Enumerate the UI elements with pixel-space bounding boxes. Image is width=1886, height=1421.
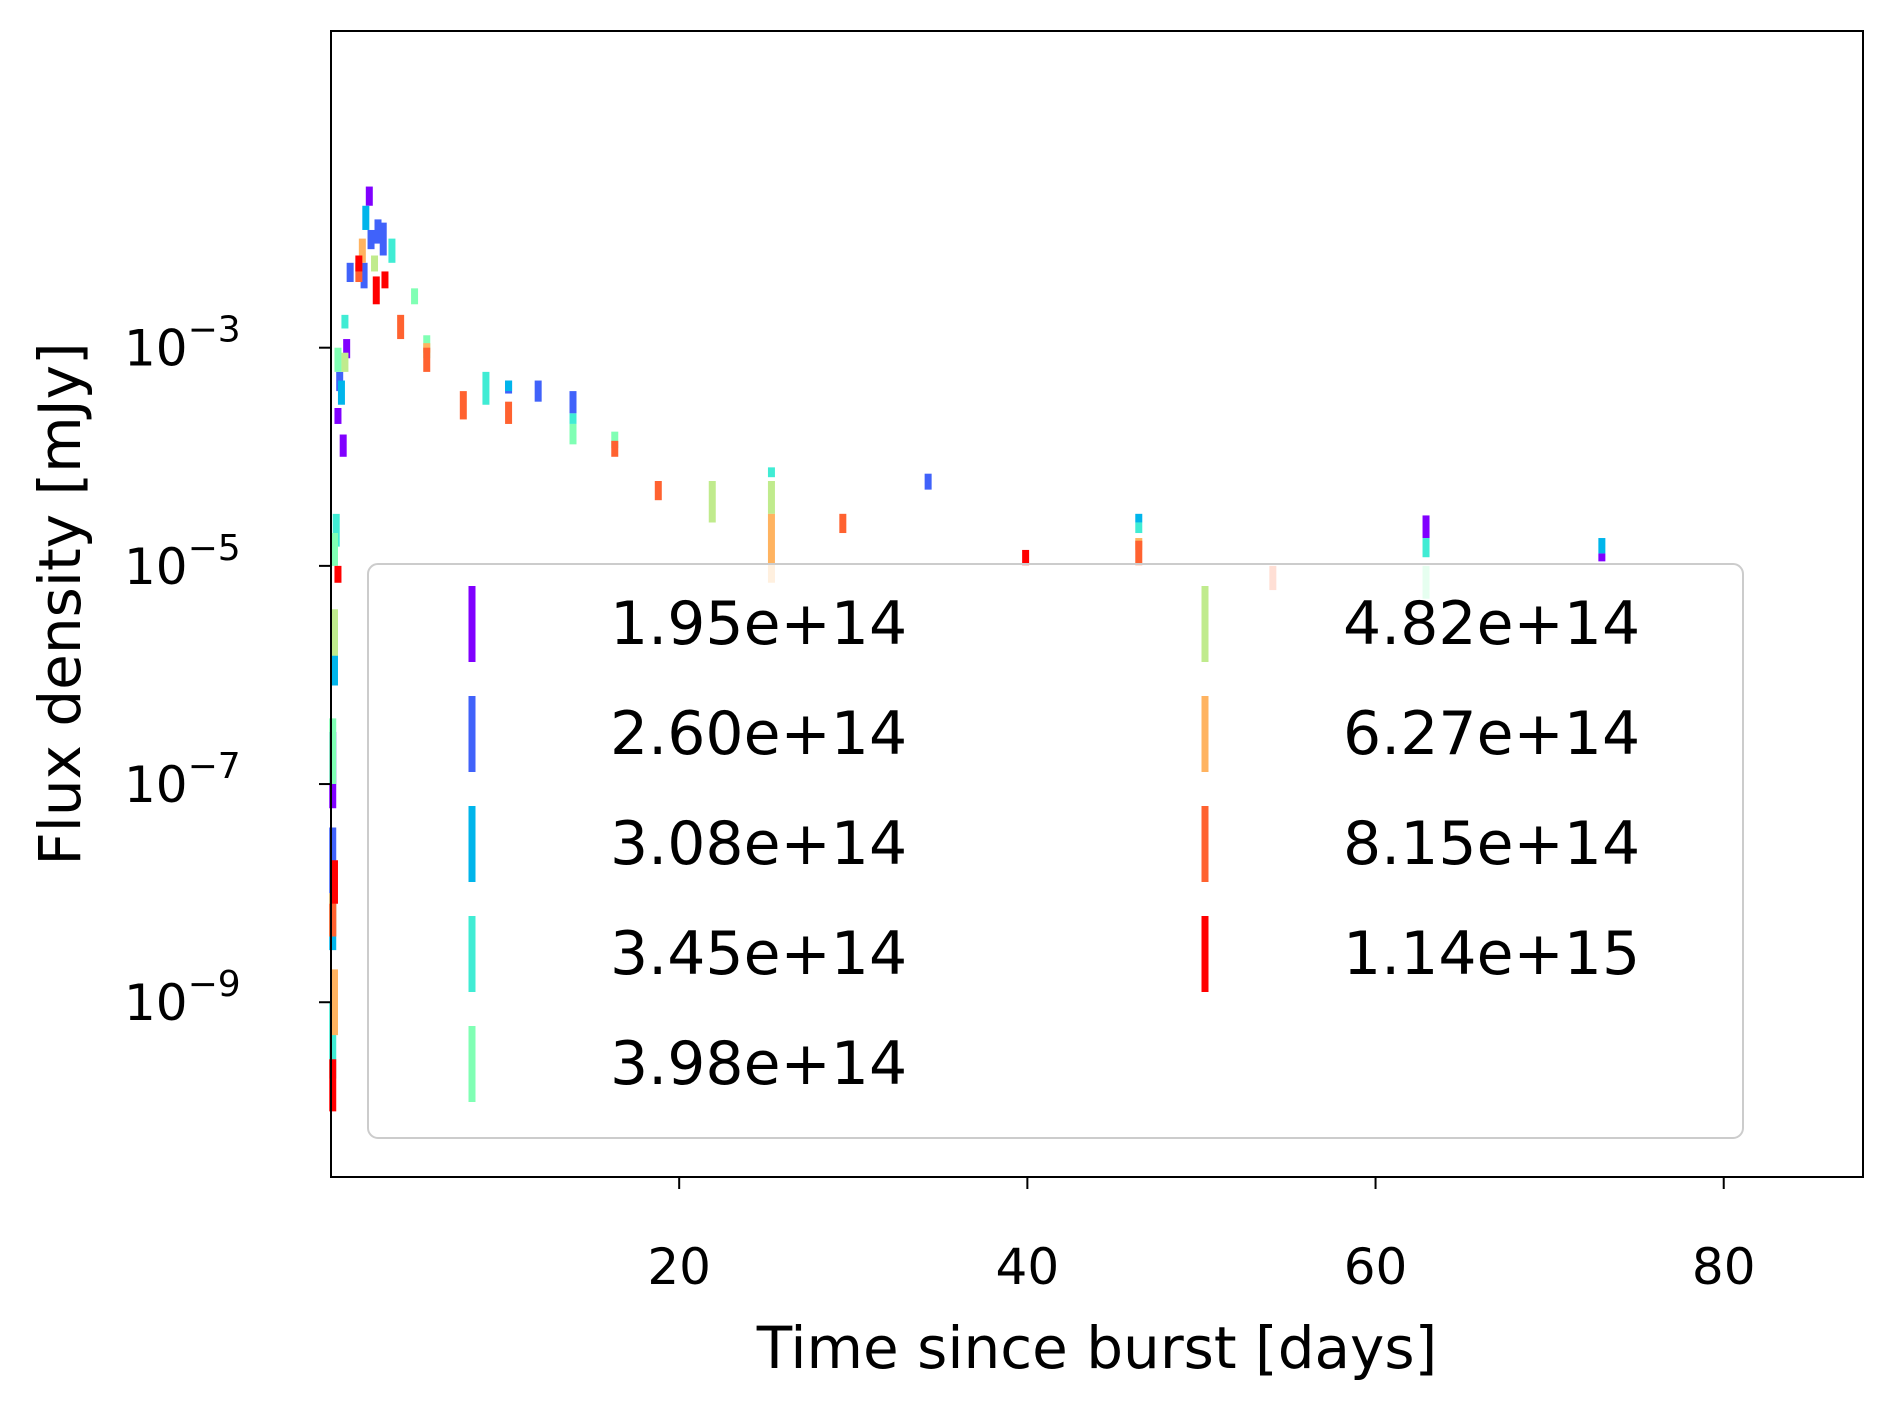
legend-item: 6.27e+14 bbox=[1201, 696, 1640, 772]
legend-label: 8.15e+14 bbox=[1343, 809, 1640, 879]
legend-label: 1.14e+15 bbox=[1343, 919, 1640, 989]
legend-item: 3.08e+14 bbox=[468, 806, 907, 882]
y-tick-exponent: −7 bbox=[188, 746, 241, 787]
x-tick-label: 60 bbox=[1344, 1238, 1408, 1296]
y-tick-exponent: −9 bbox=[188, 964, 241, 1005]
legend-item: 3.45e+14 bbox=[468, 916, 907, 992]
x-tick-label: 80 bbox=[1692, 1238, 1756, 1296]
y-tick-label: 10−5 bbox=[124, 528, 241, 596]
legend: 1.95e+14 2.60e+14 3.08e+14 3.45e+14 3.98e+14… bbox=[367, 563, 1744, 1139]
legend-item: 3.98e+14 bbox=[468, 1026, 907, 1102]
series-8 bbox=[329, 262, 1277, 937]
x-tick-label: 40 bbox=[996, 1238, 1060, 1296]
legend-label: 2.60e+14 bbox=[610, 699, 907, 769]
y-tick-exponent: −3 bbox=[188, 310, 241, 351]
series-9 bbox=[329, 255, 1030, 1112]
series-6 bbox=[330, 255, 775, 656]
legend-item: 8.15e+14 bbox=[1201, 806, 1640, 882]
legend-label: 3.45e+14 bbox=[610, 919, 907, 989]
legend-label: 3.08e+14 bbox=[610, 809, 907, 879]
y-axis-ticks: 10−910−710−510−3 bbox=[124, 310, 331, 1032]
data-marks bbox=[329, 186, 1606, 1112]
y-axis-label: Flux density [mJy] bbox=[26, 342, 94, 865]
legend-label: 6.27e+14 bbox=[1343, 699, 1640, 769]
legend-frame bbox=[367, 563, 1744, 1139]
x-tick-label: 20 bbox=[647, 1238, 711, 1296]
legend-item: 4.82e+14 bbox=[1201, 586, 1640, 662]
legend-item: 1.95e+14 bbox=[468, 586, 907, 662]
x-axis-label: Time since burst [days] bbox=[756, 1314, 1437, 1382]
legend-label: 3.98e+14 bbox=[610, 1029, 907, 1099]
plot-area-frame bbox=[330, 30, 1864, 1178]
y-tick-exponent: −5 bbox=[188, 528, 241, 569]
legend-label: 1.95e+14 bbox=[610, 589, 907, 659]
legend-item: 2.60e+14 bbox=[468, 696, 907, 772]
legend-label: 4.82e+14 bbox=[1343, 589, 1640, 659]
legend-item: 1.14e+15 bbox=[1201, 916, 1640, 992]
x-axis-ticks: 20 40 60 80 bbox=[647, 1177, 1756, 1296]
